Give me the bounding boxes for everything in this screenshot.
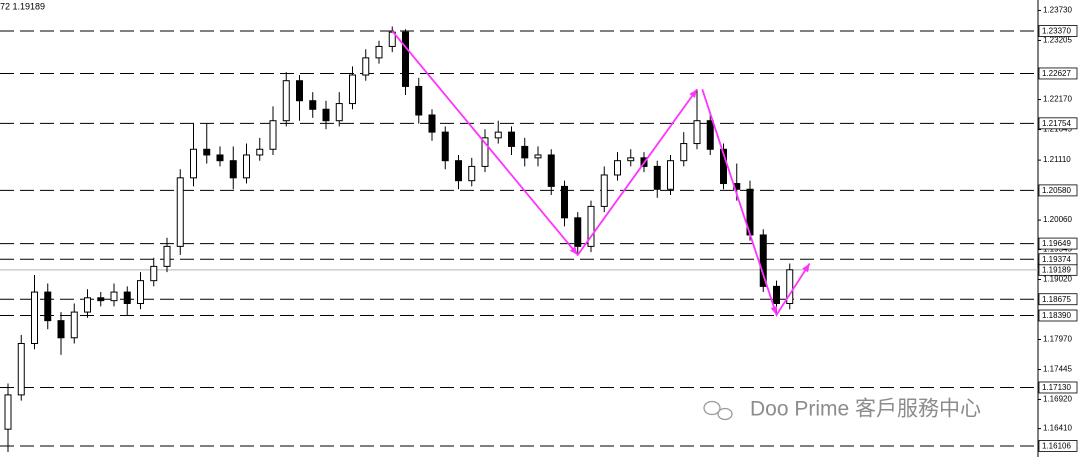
candle-body: [335, 103, 343, 122]
candle-body: [667, 160, 674, 190]
candle-body: [229, 160, 237, 179]
level-box: [1038, 309, 1078, 322]
y-tick-label: 1.19020: [1043, 275, 1072, 284]
candle-body: [680, 143, 688, 162]
candle-body: [428, 114, 436, 133]
candle-body: [627, 157, 635, 162]
level-label: 1.19374: [1042, 255, 1071, 264]
level-label: 1.19649: [1042, 239, 1071, 248]
candle-body: [203, 148, 211, 156]
candle-body: [455, 160, 462, 182]
level-box: [1038, 184, 1078, 197]
y-tick-label: 1.16920: [1043, 395, 1072, 404]
candle-body: [759, 234, 767, 287]
candle-body: [150, 265, 158, 282]
level-label: 1.21754: [1042, 119, 1071, 128]
y-tick-label: 1.20060: [1043, 215, 1072, 224]
candle-body: [296, 80, 303, 102]
candle-body: [349, 74, 356, 105]
candle-body: [561, 185, 568, 219]
candle-body: [773, 285, 780, 305]
candle-body: [97, 297, 105, 302]
arrow-head: [569, 246, 578, 255]
candle-body: [508, 131, 515, 147]
level-box: [1038, 253, 1078, 266]
y-tick-label: 1.17970: [1043, 335, 1072, 344]
candle-body: [494, 131, 502, 139]
level-box: [1038, 67, 1078, 80]
level-box: [1038, 440, 1078, 452]
candle-body: [481, 137, 489, 167]
current-price-label: 1.19189: [1042, 265, 1071, 274]
level-box: [1038, 293, 1078, 306]
header: 72 1.19189: [0, 1, 45, 11]
y-tick-label: 1.17445: [1043, 365, 1072, 374]
candle-body: [587, 205, 595, 247]
candle-body: [269, 120, 277, 150]
level-box: [1038, 237, 1078, 250]
candle-body: [176, 177, 184, 247]
arrow-head: [689, 89, 697, 99]
candle-body: [137, 280, 144, 305]
arrow-head: [802, 263, 810, 273]
candle-body: [163, 245, 171, 267]
candle-body: [402, 31, 409, 87]
candle-body: [534, 154, 542, 159]
level-box: [1038, 381, 1078, 394]
level-label: 1.20580: [1042, 186, 1071, 195]
candle-body: [17, 342, 25, 396]
candle-body: [44, 291, 52, 322]
candle-body: [216, 154, 224, 162]
candle-body: [362, 57, 370, 76]
candle-body: [653, 165, 661, 190]
level-label: 1.22627: [1042, 69, 1071, 78]
candle-body: [282, 80, 290, 122]
candle-body: [31, 291, 38, 344]
candle-body: [243, 154, 250, 179]
level-label: 1.18390: [1042, 311, 1071, 320]
watermark-icon: [703, 400, 733, 421]
level-label: 1.17130: [1042, 383, 1071, 392]
y-tick-label: 1.22170: [1043, 95, 1072, 104]
candle-body: [547, 154, 555, 187]
candle-body: [375, 45, 383, 59]
candle-body: [70, 311, 78, 339]
candle-body: [4, 394, 12, 430]
candle-body: [415, 85, 423, 116]
candle-body: [706, 120, 714, 150]
y-tick-label: 1.21110: [1043, 155, 1071, 164]
candle-body: [574, 217, 582, 247]
candle-body: [720, 148, 727, 185]
candle-body: [123, 291, 131, 305]
candle-body: [786, 269, 794, 305]
candle-body: [256, 148, 264, 156]
level-label: 1.23370: [1042, 27, 1071, 36]
watermark: Doo Prime 客戶服務中心: [750, 398, 981, 421]
candle-body: [614, 160, 621, 176]
level-label: 1.16106: [1042, 442, 1071, 451]
candle-body: [322, 108, 330, 122]
level-box: [1038, 117, 1078, 130]
y-tick-label: 1.23730: [1043, 6, 1072, 15]
level-label: 1.18675: [1042, 295, 1071, 304]
candle-body: [468, 165, 476, 182]
candle-body: [521, 145, 529, 159]
candle-body: [600, 174, 608, 207]
candle-body: [693, 120, 701, 145]
arrow-head: [770, 305, 778, 315]
y-tick-label: 1.23205: [1043, 36, 1072, 45]
candle-body: [309, 100, 317, 110]
level-box: [1038, 25, 1078, 37]
candle-body: [110, 291, 118, 302]
candle-body: [84, 297, 91, 313]
candle-body: [441, 131, 449, 162]
y-tick-label: 1.16410: [1043, 424, 1072, 433]
candle-body: [190, 148, 197, 179]
candle-body: [57, 320, 65, 339]
